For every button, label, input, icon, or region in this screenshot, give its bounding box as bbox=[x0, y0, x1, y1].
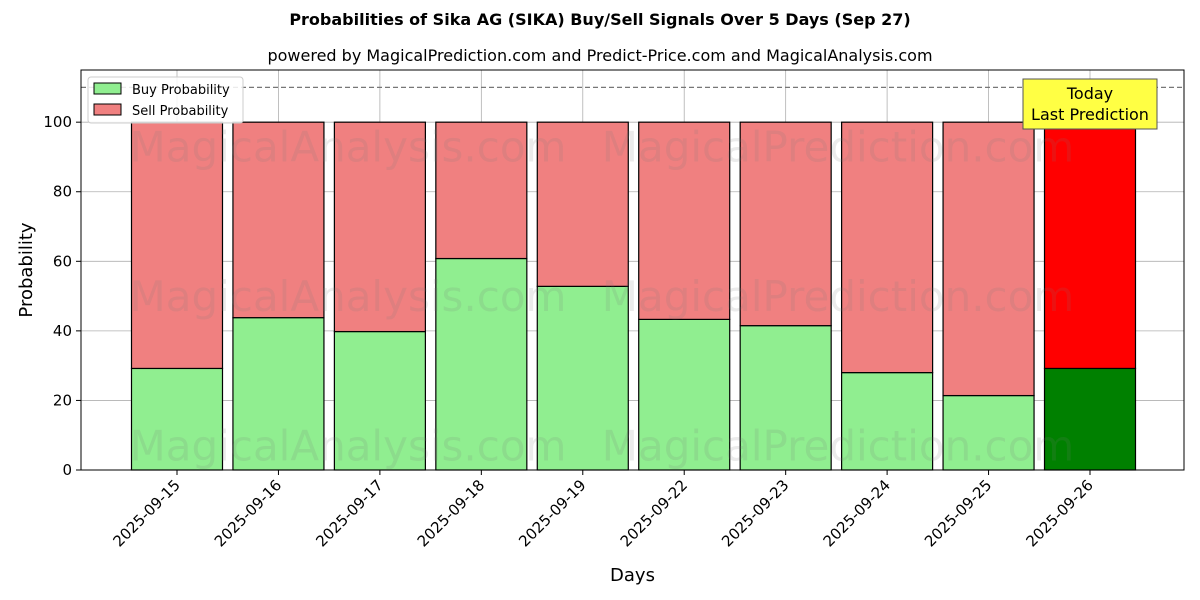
y-tick-label: 20 bbox=[53, 391, 72, 409]
legend-label-buy: Buy Probability bbox=[132, 83, 230, 98]
legend-swatch-sell bbox=[93, 103, 122, 116]
x-tick-label: 2025-09-25 bbox=[921, 476, 995, 550]
buy-bar bbox=[130, 367, 224, 471]
sell-bar bbox=[638, 121, 731, 320]
y-tick-label: 80 bbox=[53, 183, 72, 201]
sell-bar bbox=[435, 121, 528, 260]
buy-bar bbox=[1043, 367, 1137, 471]
sell-bar bbox=[536, 121, 629, 287]
x-tick-label: 2025-09-22 bbox=[617, 476, 691, 550]
sell-bar bbox=[232, 121, 325, 319]
x-tick-label: 2025-09-19 bbox=[515, 476, 589, 550]
watermark-text: MagicalPrediction.com bbox=[602, 123, 1075, 172]
annotation-box bbox=[1022, 78, 1158, 130]
x-tick-label: 2025-09-15 bbox=[109, 476, 183, 550]
x-tick-label: 2025-09-18 bbox=[414, 476, 488, 550]
legend-box bbox=[87, 76, 244, 124]
buy-bar bbox=[333, 330, 426, 471]
x-tick-label: 2025-09-24 bbox=[820, 476, 894, 550]
watermark-text: MagicalAnalysis.com bbox=[130, 272, 567, 321]
sell-bar bbox=[942, 121, 1035, 397]
chart-title: Probabilities of Sika AG (SIKA) Buy/Sell… bbox=[289, 10, 911, 29]
x-tick-label: 2025-09-23 bbox=[718, 476, 792, 550]
legend-swatch-buy bbox=[93, 82, 122, 95]
y-tick-label: 100 bbox=[43, 113, 72, 131]
plot-frame bbox=[80, 69, 1185, 471]
x-tick-label: 2025-09-16 bbox=[211, 476, 285, 550]
buy-bar bbox=[638, 318, 731, 471]
watermark-text: MagicalAnalysis.com bbox=[130, 422, 567, 471]
buy-bar bbox=[232, 317, 325, 471]
x-axis-label: Days bbox=[610, 565, 655, 586]
buy-bar bbox=[942, 394, 1035, 471]
watermark-text: MagicalPrediction.com bbox=[602, 422, 1075, 471]
buy-bar bbox=[435, 257, 528, 471]
y-tick-label: 0 bbox=[62, 461, 72, 479]
watermark-text: MagicalPrediction.com bbox=[602, 272, 1075, 321]
annotation-line2: Last Prediction bbox=[1031, 105, 1149, 124]
sell-bar bbox=[739, 121, 832, 327]
sell-bar bbox=[1043, 121, 1137, 370]
buy-bar bbox=[536, 285, 629, 471]
buy-bar bbox=[739, 325, 832, 471]
sell-bar bbox=[130, 121, 224, 370]
chart-subtitle: powered by MagicalPrediction.com and Pre… bbox=[267, 46, 933, 65]
x-tick-label: 2025-09-26 bbox=[1022, 476, 1096, 550]
legend-label-sell: Sell Probability bbox=[132, 104, 229, 119]
watermark-text: MagicalAnalysis.com bbox=[130, 123, 567, 172]
y-axis-label: Probability bbox=[16, 222, 37, 317]
y-tick-label: 60 bbox=[53, 252, 72, 270]
x-tick-label: 2025-09-17 bbox=[312, 476, 386, 550]
sell-bar bbox=[841, 121, 934, 374]
y-tick-label: 40 bbox=[53, 322, 72, 340]
annotation-line1: Today bbox=[1066, 84, 1113, 103]
sell-bar bbox=[333, 121, 426, 333]
